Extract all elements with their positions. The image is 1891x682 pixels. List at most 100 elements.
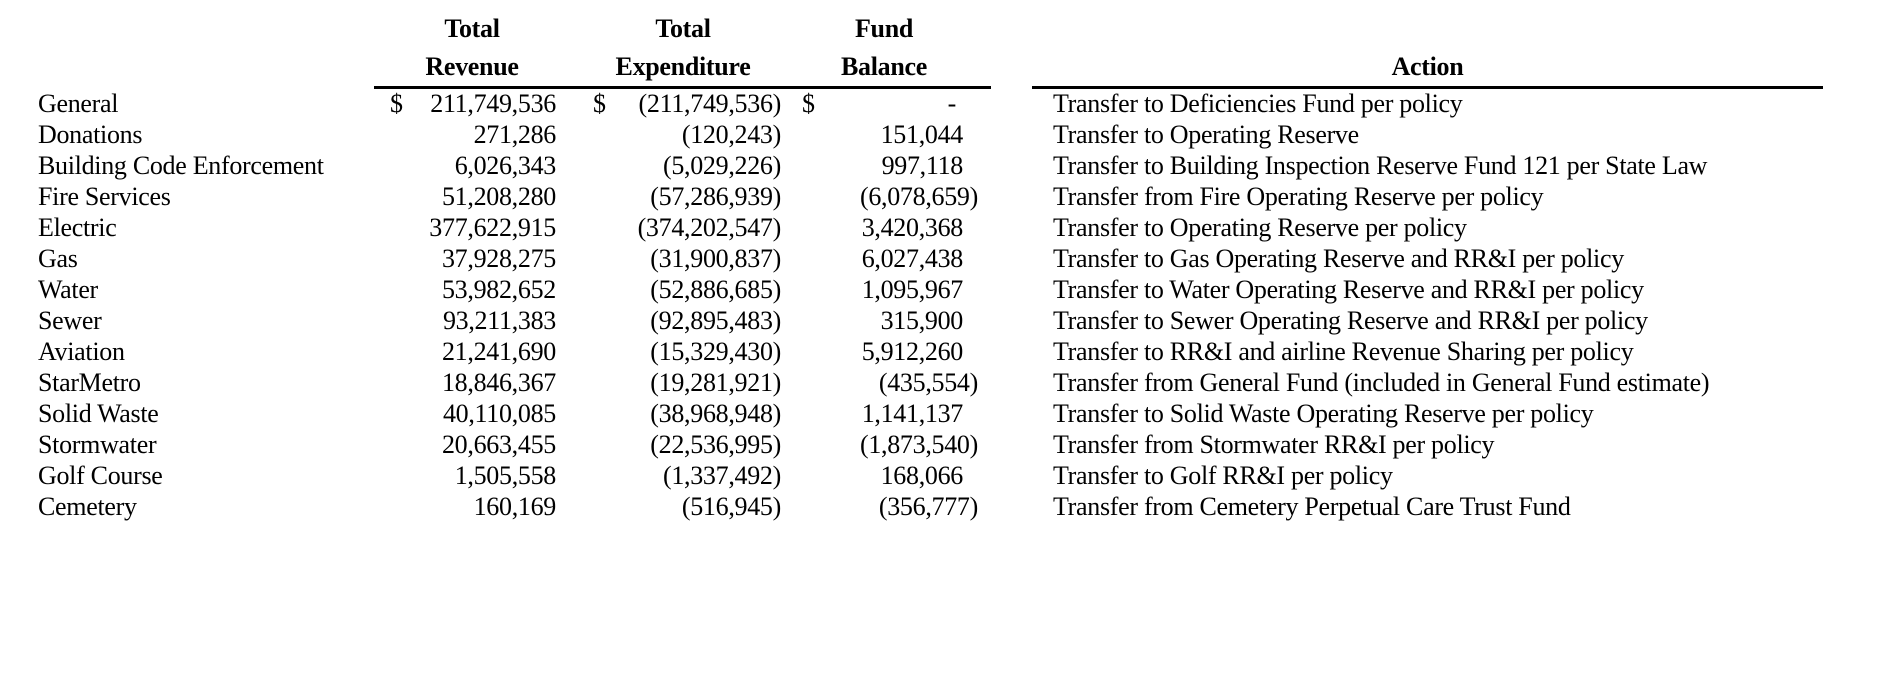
table-row: Aviation 21,241,690 (15,329,430) 5,912,2… (0, 336, 1823, 367)
fund-balance-cell: 6,027,438 (790, 243, 978, 274)
table-row: Solid Waste 40,110,085 (38,968,948) 1,14… (0, 398, 1823, 429)
currency-symbol: $ (390, 89, 403, 118)
expenditure-header-line2: Expenditure (615, 52, 751, 81)
action-text: Transfer from Stormwater RR&I per policy (1053, 430, 1495, 459)
fund-balance-value: 151,044 (880, 120, 964, 149)
column-gap (781, 336, 790, 367)
total-expenditure-value: (19,281,921) (650, 368, 781, 397)
table-row: Gas 37,928,275 (31,900,837) 6,027,438 Tr… (0, 243, 1823, 274)
fund-balance-value: (435,554) (878, 368, 978, 397)
total-revenue-value: 51,208,280 (441, 182, 556, 211)
total-expenditure-value: (1,337,492) (662, 461, 781, 490)
total-expenditure-cell: (31,900,837) (585, 243, 781, 274)
column-gap (570, 305, 585, 336)
action-text: Transfer to RR&I and airline Revenue Sha… (1053, 337, 1634, 366)
column-gap (781, 212, 790, 243)
column-gap (781, 119, 790, 150)
column-gap (781, 51, 790, 82)
column-gap (978, 429, 1032, 460)
column-gap (781, 181, 790, 212)
action-text: Transfer to Deficiencies Fund per policy (1053, 89, 1463, 118)
total-revenue-value: 93,211,383 (442, 306, 556, 335)
fund-name: Donations (38, 120, 143, 149)
action-text: Transfer to Sewer Operating Reserve and … (1053, 306, 1648, 335)
column-gap (570, 119, 585, 150)
column-gap (781, 13, 790, 44)
column-gap (570, 460, 585, 491)
total-revenue-cell: 37,928,275 (374, 243, 570, 274)
column-gap (570, 13, 585, 44)
action-text: Transfer from Fire Operating Reserve per… (1053, 182, 1544, 211)
fund-name: StarMetro (38, 368, 141, 397)
table-header-line1: Total Total Fund (0, 13, 978, 44)
column-gap (570, 88, 585, 119)
total-expenditure-cell: (516,945) (585, 491, 781, 522)
fund-balance-value: (6,078,659) (859, 182, 978, 211)
total-revenue-cell: 1,505,558 (374, 460, 570, 491)
action-text: Transfer to Gas Operating Reserve and RR… (1053, 244, 1624, 273)
fund-balance-cell: $ - (790, 88, 978, 119)
total-revenue-value: 1,505,558 (454, 461, 557, 490)
column-gap (978, 119, 1032, 150)
action-text: Transfer from Cemetery Perpetual Care Tr… (1053, 492, 1571, 521)
column-gap (781, 243, 790, 274)
total-revenue-cell: 160,169 (374, 491, 570, 522)
fund-balance-value: 6,027,438 (861, 244, 964, 273)
column-gap (781, 305, 790, 336)
balance-header-line2: Balance (840, 52, 927, 81)
fund-name: Water (38, 275, 98, 304)
fund-balance-value: 1,095,967 (861, 275, 964, 304)
expenditure-header-line1: Total (655, 14, 711, 43)
column-gap (570, 274, 585, 305)
total-revenue-value: 6,026,343 (454, 151, 557, 180)
fund-name: Fire Services (38, 182, 171, 211)
fund-name: General (38, 89, 119, 118)
action-text: Transfer from General Fund (included in … (1053, 368, 1710, 397)
fund-column-header-spacer (38, 13, 374, 44)
column-gap (781, 274, 790, 305)
total-expenditure-value: (211,749,536) (638, 89, 782, 118)
column-gap (978, 51, 1032, 82)
total-revenue-cell: 6,026,343 (374, 150, 570, 181)
total-revenue-cell: 51,208,280 (374, 181, 570, 212)
action-text: Transfer to Water Operating Reserve and … (1053, 275, 1644, 304)
total-expenditure-cell: (57,286,939) (585, 181, 781, 212)
fund-balance-cell: 997,118 (790, 150, 978, 181)
fund-balance-value: 168,066 (880, 461, 964, 490)
table-row: Sewer 93,211,383 (92,895,483) 315,900 Tr… (0, 305, 1823, 336)
action-column-underline (1032, 86, 1823, 89)
table-row: Water 53,982,652 (52,886,685) 1,095,967 … (0, 274, 1823, 305)
table-row: Fire Services 51,208,280 (57,286,939) (6… (0, 181, 1823, 212)
total-revenue-value: 40,110,085 (442, 399, 556, 428)
total-expenditure-cell: (22,536,995) (585, 429, 781, 460)
total-revenue-cell: $ 211,749,536 (374, 88, 570, 119)
total-revenue-value: 18,846,367 (441, 368, 556, 397)
total-expenditure-value: (31,900,837) (650, 244, 781, 273)
fund-name: Golf Course (38, 461, 163, 490)
total-expenditure-cell: (15,329,430) (585, 336, 781, 367)
column-gap (570, 51, 585, 82)
column-gap (781, 460, 790, 491)
table-row: Stormwater 20,663,455 (22,536,995) (1,87… (0, 429, 1823, 460)
fund-balance-cell: 5,912,260 (790, 336, 978, 367)
column-gap (781, 491, 790, 522)
fund-name: Gas (38, 244, 78, 273)
total-expenditure-value: (52,886,685) (650, 275, 781, 304)
total-expenditure-value: (374,202,547) (637, 213, 782, 242)
fund-name: Electric (38, 213, 117, 242)
fund-balance-cell: 168,066 (790, 460, 978, 491)
column-gap (978, 398, 1032, 429)
total-expenditure-value: (22,536,995) (650, 430, 781, 459)
table-header-line2: Revenue Expenditure Balance Action (0, 51, 1823, 82)
fund-balance-value: 1,141,137 (861, 399, 964, 428)
fund-name: Building Code Enforcement (38, 151, 324, 180)
total-revenue-value: 21,241,690 (441, 337, 556, 366)
column-gap (978, 181, 1032, 212)
column-gap (781, 429, 790, 460)
column-gap (570, 181, 585, 212)
column-gap (978, 274, 1032, 305)
table-row: Cemetery 160,169 (516,945) (356,777) Tra… (0, 491, 1823, 522)
action-text: Transfer to Operating Reserve (1053, 120, 1359, 149)
column-gap (978, 305, 1032, 336)
